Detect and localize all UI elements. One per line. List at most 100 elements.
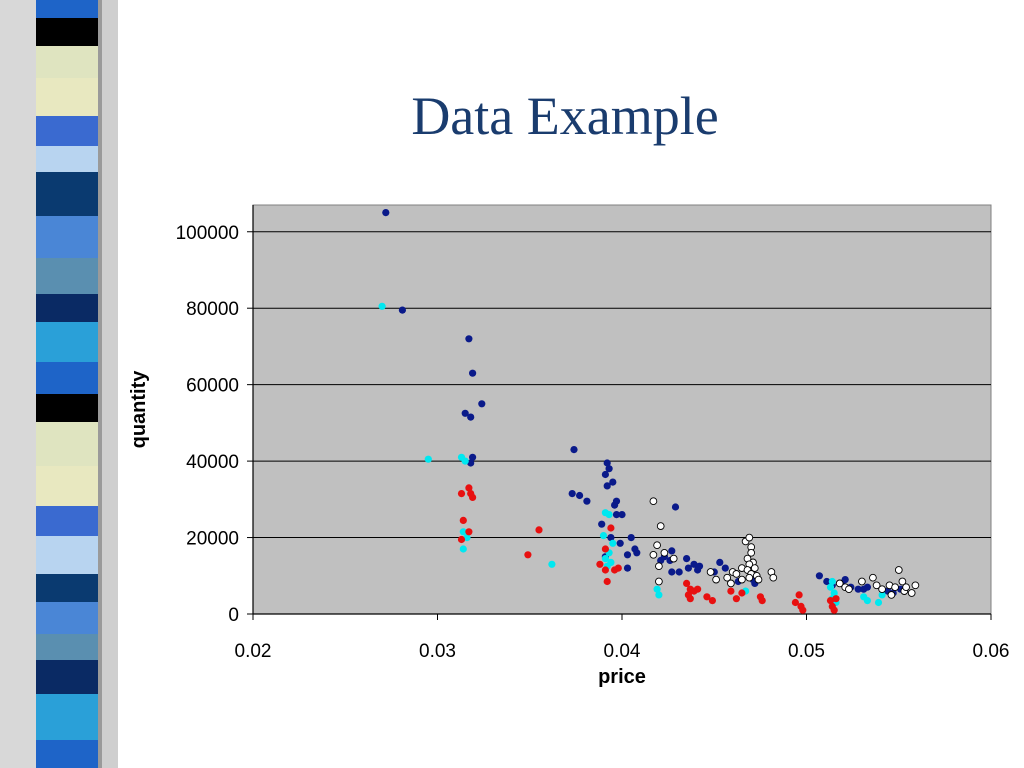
stripe <box>36 258 98 294</box>
data-point-navy <box>616 539 624 547</box>
data-point-cyan <box>826 583 835 591</box>
data-point-navy <box>469 369 477 377</box>
data-point-navy <box>467 413 475 421</box>
x-axis-ticks: 0.02 0.03 0.04 0.05 0.06 <box>235 614 1009 662</box>
data-point-cyan <box>653 585 661 593</box>
stripe <box>36 216 98 258</box>
data-point-red <box>791 598 800 607</box>
data-point-white <box>723 573 732 582</box>
data-point-cyan <box>459 528 467 536</box>
stripe <box>36 146 98 172</box>
data-point-navy <box>611 501 619 509</box>
stripe <box>36 46 98 78</box>
data-point-white <box>769 573 778 582</box>
data-point-red <box>457 535 466 544</box>
data-point-navy <box>469 453 477 461</box>
data-point-cyan <box>548 560 556 568</box>
x-tick-label: 0.02 <box>235 641 272 662</box>
data-point-navy <box>633 549 641 557</box>
data-point-navy <box>854 585 862 593</box>
data-point-navy <box>612 510 621 519</box>
stripe <box>36 362 98 394</box>
data-point-navy <box>598 520 606 528</box>
data-point-navy <box>841 576 849 584</box>
data-point-white <box>653 541 661 550</box>
data-point-white <box>649 497 658 506</box>
data-point-navy <box>583 497 591 505</box>
data-point-red <box>607 524 615 532</box>
data-point-cyan <box>828 577 836 586</box>
data-point-navy <box>623 551 632 559</box>
data-point-red <box>694 585 702 593</box>
data-point-navy <box>609 478 617 486</box>
data-point-navy <box>695 562 704 570</box>
data-point-navy <box>690 560 698 568</box>
data-point-navy <box>570 446 578 454</box>
data-point-red <box>732 595 741 603</box>
data-point-cyan <box>599 532 608 540</box>
data-point-red <box>614 564 622 572</box>
data-point-cyan <box>830 589 838 597</box>
data-point-cyan <box>461 457 469 465</box>
data-point-navy <box>627 534 635 542</box>
y-tick-label: 0 <box>228 605 239 626</box>
data-point-navy <box>478 400 486 408</box>
data-point-navy <box>618 510 626 519</box>
data-point-navy <box>683 555 691 563</box>
data-point-cyan <box>424 455 432 463</box>
data-point-white <box>706 568 715 576</box>
data-point-red <box>459 516 467 525</box>
data-point-navy <box>716 558 724 567</box>
data-points <box>378 209 920 614</box>
stripe <box>36 536 98 574</box>
stripe <box>36 694 98 740</box>
data-point-red <box>524 551 532 559</box>
data-point-red <box>830 606 838 614</box>
data-point-red <box>727 587 735 595</box>
data-point-white <box>872 581 881 590</box>
stripe <box>36 116 98 146</box>
data-point-red <box>826 597 835 605</box>
data-point-white <box>898 577 907 586</box>
data-point-cyan <box>378 302 386 310</box>
data-point-red <box>703 593 711 601</box>
data-point-navy <box>623 564 632 572</box>
slide-title: Data Example <box>411 86 719 146</box>
data-point-white <box>891 583 899 592</box>
data-point-white <box>656 522 665 530</box>
stripe <box>36 660 98 694</box>
data-point-white <box>835 579 844 588</box>
data-point-white <box>649 550 658 559</box>
data-point-navy <box>684 564 693 572</box>
data-point-white <box>754 575 763 584</box>
data-point-navy <box>675 568 683 576</box>
data-point-red <box>795 591 803 599</box>
data-point-navy <box>668 568 676 576</box>
stripe <box>36 18 98 46</box>
data-point-cyan <box>863 597 872 605</box>
data-point-red <box>465 528 473 536</box>
data-point-cyan <box>601 555 610 563</box>
stripe <box>36 78 98 116</box>
data-point-red <box>603 577 611 586</box>
data-point-white <box>858 577 866 586</box>
data-point-red <box>469 493 477 501</box>
stripe <box>36 602 98 634</box>
data-point-white <box>869 573 877 582</box>
data-point-white <box>911 581 920 590</box>
data-point-white <box>907 589 916 597</box>
x-axis-title: price <box>598 666 646 688</box>
data-point-red <box>738 589 746 597</box>
data-point-cyan <box>609 539 617 547</box>
data-point-red <box>799 606 807 614</box>
stripe <box>36 172 98 216</box>
stripe <box>36 634 98 660</box>
stripe <box>36 466 98 506</box>
data-point-white <box>732 570 741 578</box>
data-point-white <box>655 562 663 571</box>
data-point-red <box>465 484 473 492</box>
data-point-cyan <box>463 534 471 542</box>
data-point-navy <box>607 534 615 542</box>
data-point-red <box>708 597 717 605</box>
data-point-white <box>894 566 903 574</box>
